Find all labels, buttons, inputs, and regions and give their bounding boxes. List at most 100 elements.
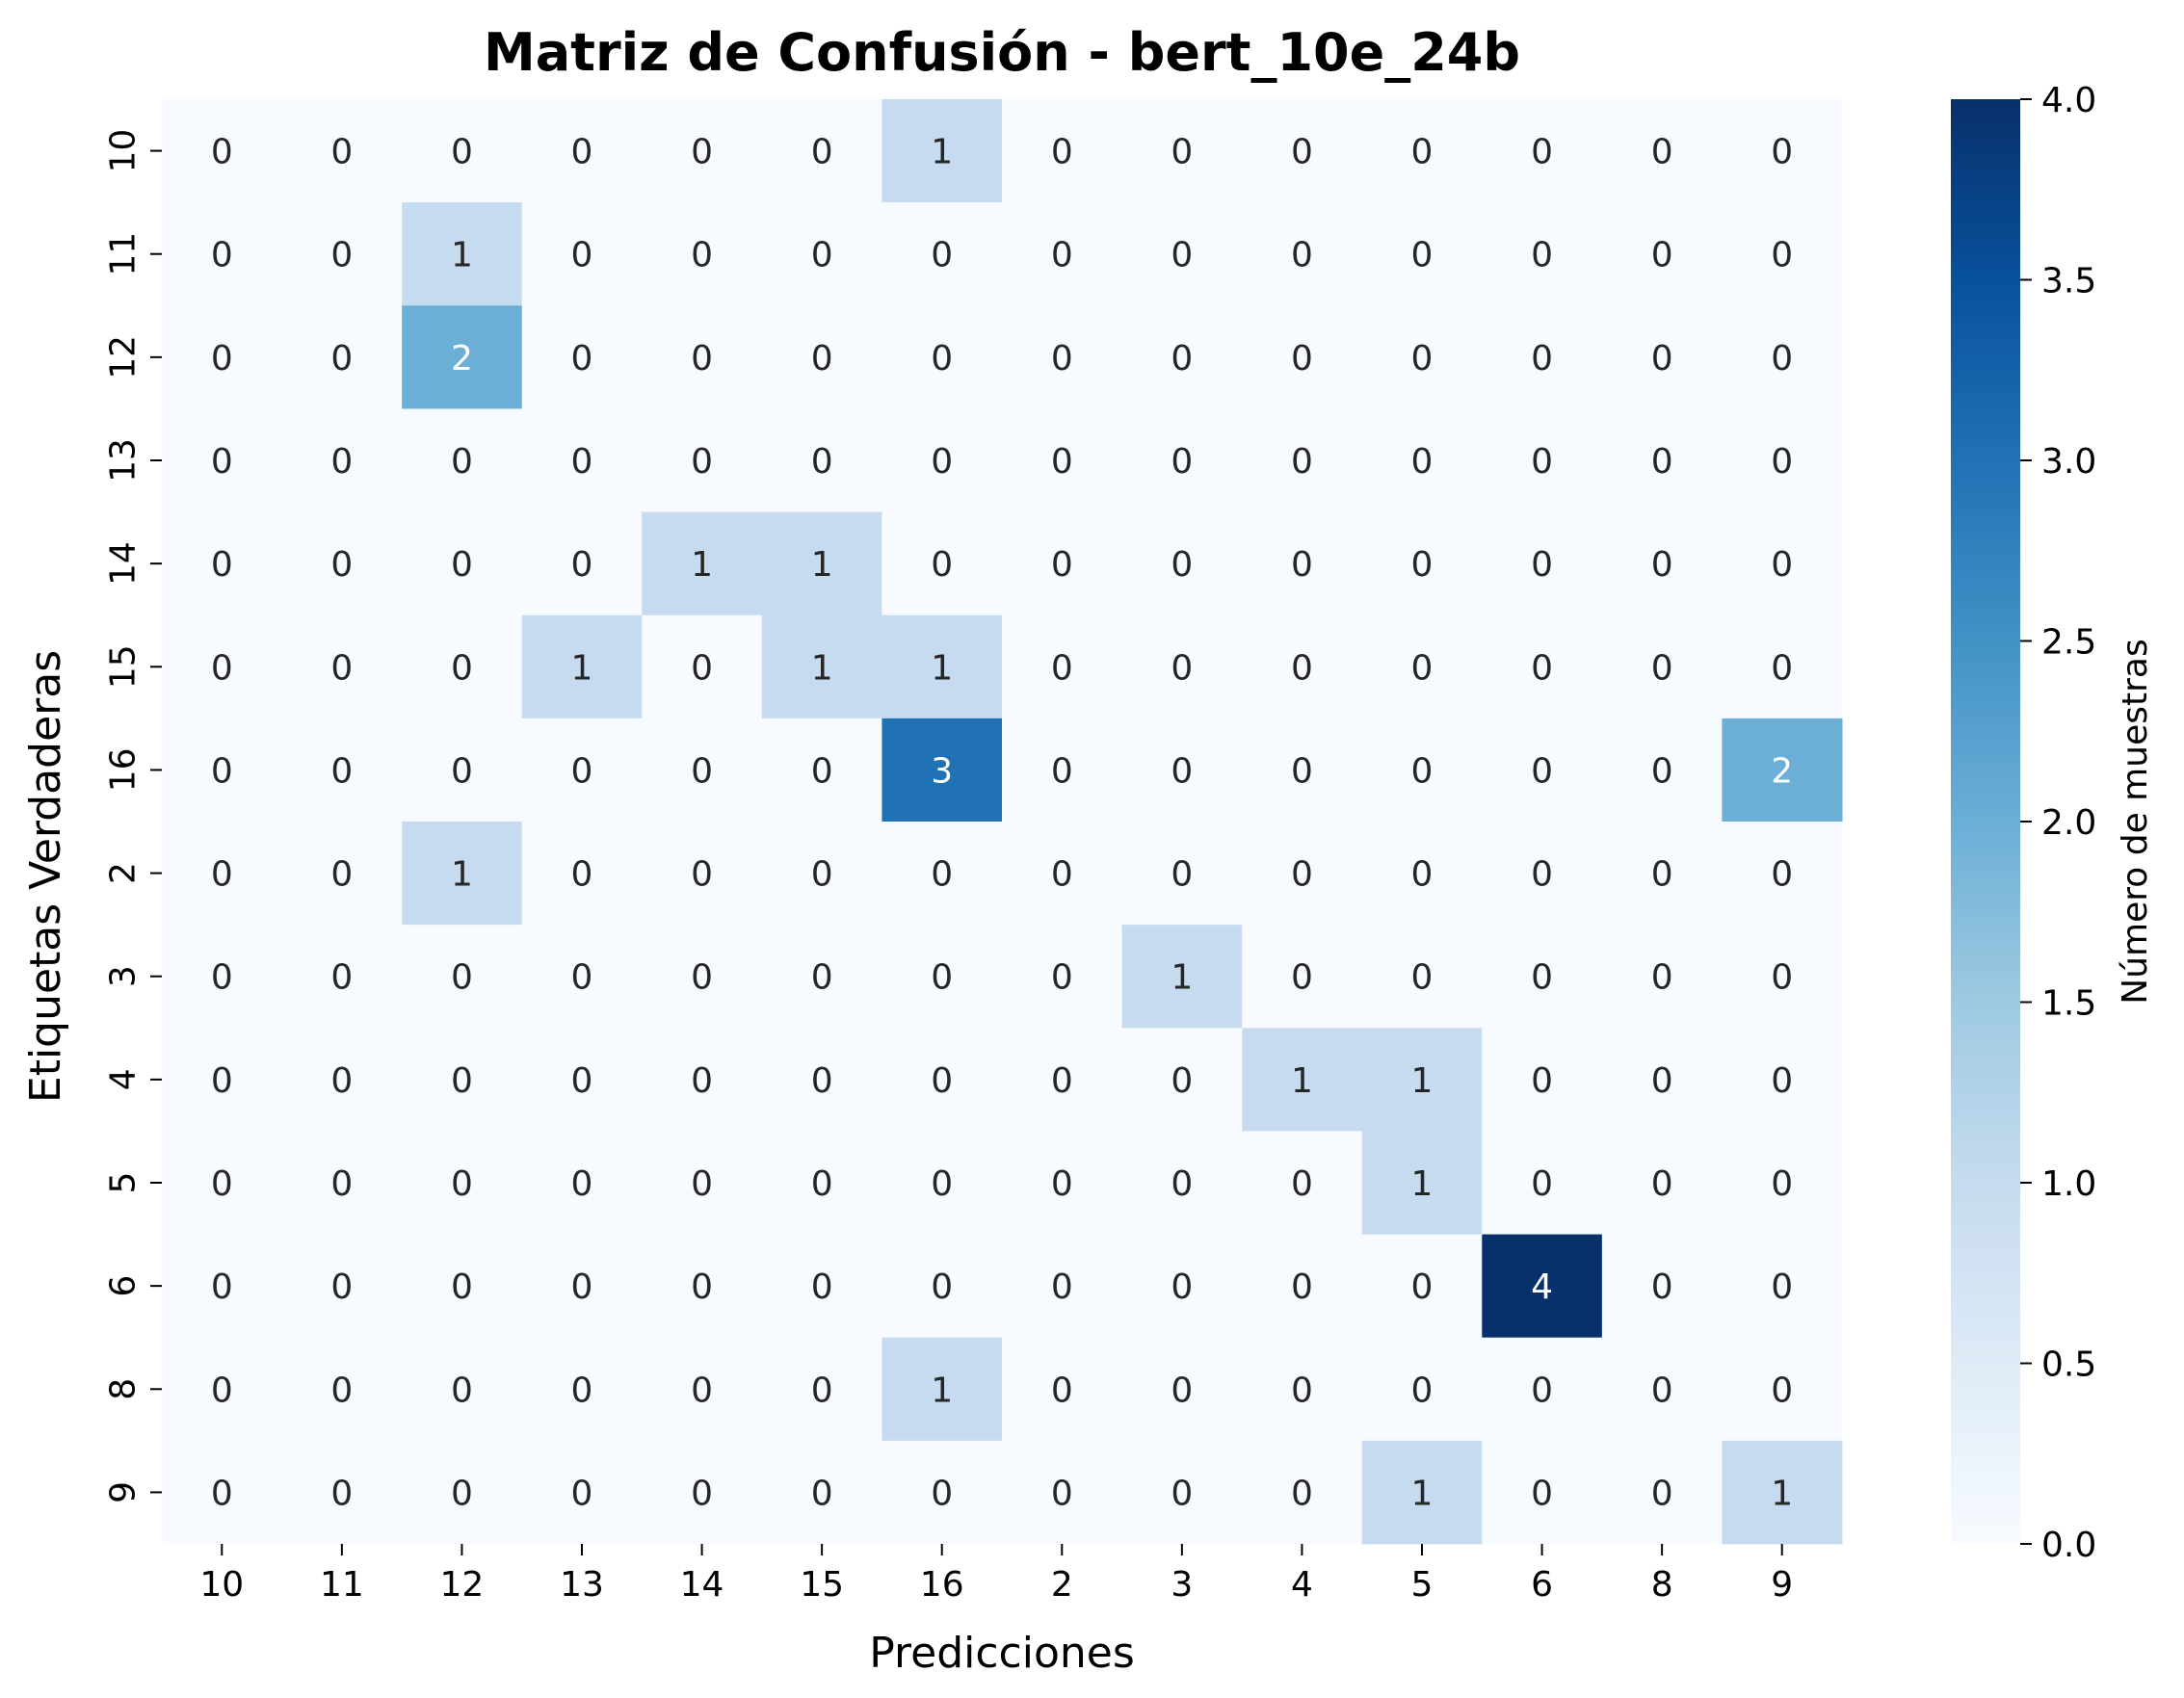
y-tick-label: 2 <box>104 862 144 884</box>
x-tick-label: 6 <box>1531 1565 1553 1605</box>
cell-value-label: 0 <box>330 133 353 172</box>
heatmap-cell <box>642 99 763 203</box>
cell-value-label: 0 <box>571 133 593 172</box>
cell-value-label: 1 <box>451 236 473 275</box>
cell-value-label: 0 <box>1651 133 1673 172</box>
cell-value-label: 0 <box>1171 751 1193 791</box>
cell-value-label: 0 <box>1531 855 1553 895</box>
y-tick-label: 9 <box>104 1481 144 1503</box>
x-axis-label: Predicciones <box>869 1629 1135 1678</box>
y-tick-label: 12 <box>104 335 144 379</box>
heatmap-cell <box>281 1440 403 1545</box>
cell-value-label: 0 <box>211 855 233 895</box>
x-tick-label: 2 <box>1051 1565 1073 1605</box>
cell-value-label: 0 <box>1531 1164 1553 1204</box>
cell-value-label: 0 <box>691 1371 713 1410</box>
cell-value-label: 0 <box>811 133 833 172</box>
heatmap-cell <box>162 1440 283 1545</box>
heatmap-cell <box>642 408 763 513</box>
heatmap-cells: 0 0 0 0 0 0 1 0 0 0 0 0 0 0 0 0 1 0 0 0 0 0 0 0 0 0 0 0 0 0 2 0 0 0 0 0 0 0 0 0… <box>162 99 1843 1545</box>
heatmap-cell <box>521 925 643 1029</box>
heatmap-cell <box>162 614 283 719</box>
cell-value-label: 4 <box>1531 1267 1553 1307</box>
heatmap-cell <box>1361 718 1483 823</box>
heatmap-cell <box>1601 305 1723 409</box>
cell-value-label: 0 <box>1291 236 1313 275</box>
heatmap-cell <box>761 925 882 1029</box>
cell-value-label: 0 <box>571 1061 593 1101</box>
heatmap-cell <box>1482 305 1603 409</box>
cell-value-label: 0 <box>211 133 233 172</box>
y-axis-ticks: 10 11 12 13 14 15 16 2 3 4 5 6 8 9 <box>104 129 162 1503</box>
heatmap-cell <box>1002 822 1123 926</box>
cell-value-label: 0 <box>1411 339 1434 379</box>
heatmap-cell <box>521 305 643 409</box>
heatmap-cell <box>402 99 523 203</box>
x-tick-label: 3 <box>1171 1565 1193 1605</box>
cell-value-label: 0 <box>1771 648 1793 688</box>
heatmap-cell <box>761 1440 882 1545</box>
cell-value-label: 0 <box>571 545 593 585</box>
cell-value-label: 0 <box>571 958 593 998</box>
cell-value-label: 1 <box>1411 1474 1434 1513</box>
x-tick-label: 13 <box>560 1565 604 1605</box>
heatmap-cell <box>281 305 403 409</box>
x-tick-label: 5 <box>1411 1565 1434 1605</box>
cell-value-label: 1 <box>931 133 953 172</box>
cell-value-label: 0 <box>811 855 833 895</box>
heatmap-cell <box>881 1131 1003 1236</box>
heatmap-cell <box>402 1028 523 1132</box>
cell-value-label: 0 <box>451 1061 473 1101</box>
cell-value-label: 0 <box>451 442 473 482</box>
cell-value-label: 0 <box>931 339 953 379</box>
cell-value-label: 0 <box>1531 236 1553 275</box>
heatmap-cell <box>1361 1131 1483 1236</box>
cell-value-label: 0 <box>1291 958 1313 998</box>
cell-value-label: 0 <box>211 1061 233 1101</box>
cell-value-label: 0 <box>1171 442 1193 482</box>
heatmap-cell <box>1121 1337 1243 1442</box>
cell-value-label: 0 <box>691 751 713 791</box>
heatmap-cell <box>1722 305 1843 409</box>
cell-value-label: 0 <box>1051 1267 1073 1307</box>
cell-value-label: 0 <box>211 442 233 482</box>
cell-value-label: 0 <box>691 442 713 482</box>
heatmap-cell <box>1002 925 1123 1029</box>
cell-value-label: 1 <box>931 648 953 688</box>
cell-value-label: 0 <box>1051 958 1073 998</box>
heatmap-cell <box>1482 1028 1603 1132</box>
heatmap-cell <box>1002 408 1123 513</box>
cell-value-label: 0 <box>330 442 353 482</box>
heatmap-cell <box>761 511 882 616</box>
y-tick-label: 4 <box>104 1068 144 1090</box>
cell-value-label: 0 <box>1411 1371 1434 1410</box>
heatmap-cell <box>1601 1440 1723 1545</box>
heatmap-cell <box>402 408 523 513</box>
heatmap-cell <box>761 305 882 409</box>
heatmap-cell <box>162 718 283 823</box>
colorbar-tick-label: 2.0 <box>2041 803 2096 843</box>
cell-value-label: 0 <box>691 648 713 688</box>
cell-value-label: 0 <box>330 1061 353 1101</box>
cell-value-label: 0 <box>1291 1371 1313 1410</box>
y-tick-label: 13 <box>104 438 144 483</box>
heatmap-cell <box>402 718 523 823</box>
heatmap-cell <box>1242 408 1363 513</box>
cell-value-label: 0 <box>691 1474 713 1513</box>
cell-value-label: 0 <box>330 236 353 275</box>
heatmap-cell <box>642 1234 763 1339</box>
heatmap-cell <box>281 1337 403 1442</box>
cell-value-label: 0 <box>571 339 593 379</box>
cell-value-label: 0 <box>691 133 713 172</box>
cell-value-label: 0 <box>1771 855 1793 895</box>
cell-value-label: 0 <box>811 339 833 379</box>
cell-value-label: 0 <box>931 545 953 585</box>
cell-value-label: 1 <box>1411 1164 1434 1204</box>
colorbar-tick-label: 3.0 <box>2041 442 2096 482</box>
cell-value-label: 0 <box>1171 1164 1193 1204</box>
cell-value-label: 0 <box>1171 1371 1193 1410</box>
heatmap-cell <box>1361 305 1483 409</box>
heatmap-cell <box>281 202 403 306</box>
heatmap-cell <box>881 511 1003 616</box>
heatmap-cell <box>1242 1234 1363 1339</box>
